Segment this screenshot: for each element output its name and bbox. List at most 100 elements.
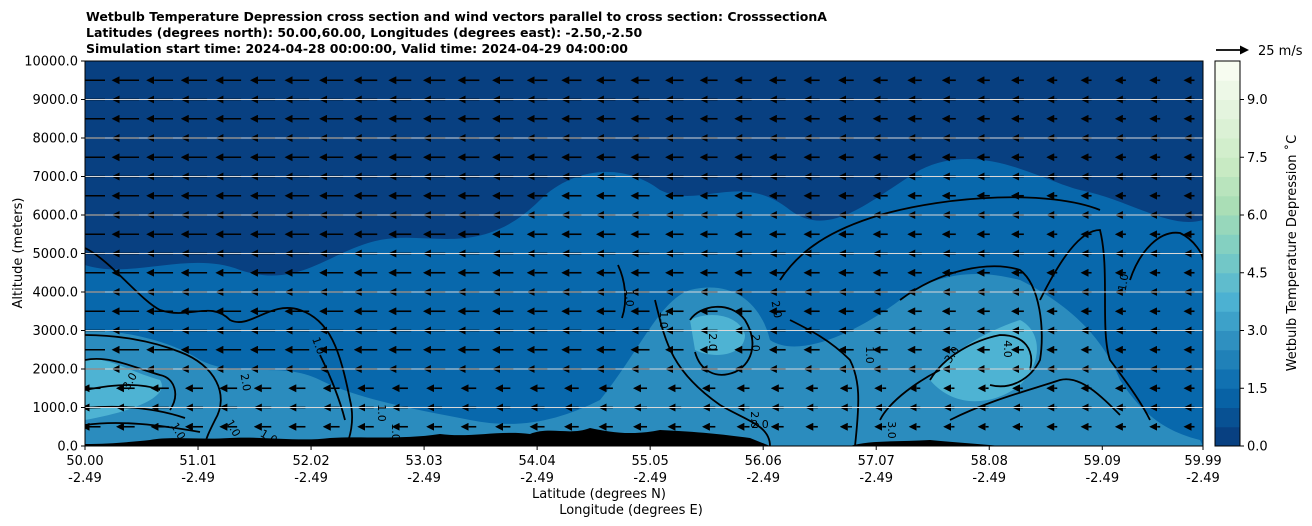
quiver-key-label: 25 m/s xyxy=(1258,44,1303,59)
x-tick-label-lat: 59.09 xyxy=(1084,454,1121,469)
colorbar-bin xyxy=(1215,388,1240,408)
contour-label: 1.0 xyxy=(657,311,670,329)
colorbar-tick-label: 6.0 xyxy=(1247,209,1268,224)
x-tick-label-lon: -2.49 xyxy=(407,471,441,486)
x-tick-label-lat: 50.00 xyxy=(66,454,103,469)
y-gridlines xyxy=(85,99,1203,408)
y-tick-label: 4000.0 xyxy=(33,286,79,301)
y-tick-label: 1000.0 xyxy=(33,401,79,416)
colorbar-bin xyxy=(1215,138,1240,158)
contour-line xyxy=(617,264,627,319)
y-tick-label: 3000.0 xyxy=(33,324,79,339)
contour-line xyxy=(689,305,754,376)
colorbar-bin xyxy=(1215,292,1240,312)
x-tick-label-lon: -2.49 xyxy=(859,471,893,486)
plot-area: 3.0 2.01.01.01.01.01.01.02.0 2.02.01.0 3.0 4… xyxy=(84,60,1204,447)
colorbar-bin xyxy=(1215,407,1240,428)
x-tick-label-lat: 52.02 xyxy=(292,454,329,469)
x-tick-label-lon: -2.49 xyxy=(1085,471,1119,486)
y-axis-label: Altitude (meters) xyxy=(11,198,26,309)
contour-label: 1.0 xyxy=(863,346,876,364)
y-tick-label: 8000.0 xyxy=(33,132,79,147)
x-tick-label-lon: -2.49 xyxy=(633,471,667,486)
colorbar-bin xyxy=(1215,80,1240,100)
colorbar-bin xyxy=(1215,272,1240,293)
colorbar-bin xyxy=(1215,99,1240,120)
contour-label: 2.0 xyxy=(748,411,761,429)
y-tick-label: 2000.0 xyxy=(33,363,79,378)
contour-label: 1.0 xyxy=(389,423,402,441)
contour-label: 4.0 xyxy=(1001,340,1014,358)
x-tick-label-lon: -2.49 xyxy=(520,471,554,486)
colorbar-bin xyxy=(1215,349,1240,370)
quiver-key: 25 m/s xyxy=(1216,44,1303,59)
terrain-silhouette xyxy=(85,428,1000,446)
contour-line xyxy=(1129,231,1203,281)
colorbar-bin xyxy=(1215,253,1240,274)
y-tick-label: 6000.0 xyxy=(33,209,79,224)
colorbar-frame xyxy=(1214,60,1241,447)
contour-label: 1.0 xyxy=(1116,273,1132,292)
contour-line xyxy=(879,369,941,421)
x-tick-label-lon: -2.49 xyxy=(972,471,1006,486)
title-line-3: Simulation start time: 2024-04-28 00:00:… xyxy=(86,41,628,56)
x-axis: 50.00 -2.49 51.01 -2.49 52.02 -2.49 53.03 -2.49… xyxy=(66,446,1222,486)
contour-label: 2.0 xyxy=(706,333,719,351)
contour-line xyxy=(85,358,177,411)
x-tick-label-lat: 59.99 xyxy=(1184,454,1221,469)
colorbar-bin xyxy=(1215,426,1240,447)
y-tick-label: 9000.0 xyxy=(33,93,79,108)
colorbar: 0.0 1.5 3.0 4.5 6.0 7.5 9.0 xyxy=(1214,60,1268,455)
contour-label: 1.0 xyxy=(309,335,327,356)
colorbar-bin xyxy=(1215,311,1240,331)
contour-label: 2.0 xyxy=(769,300,785,319)
filled-contour-level-3b xyxy=(930,320,1037,402)
colorbar-tick-label: 0.0 xyxy=(1247,440,1268,455)
contour-line xyxy=(85,334,222,446)
x-tick-label-lat: 56.06 xyxy=(745,454,782,469)
contour-line xyxy=(85,247,353,446)
x-tick-label-lon: -2.49 xyxy=(68,471,102,486)
contour-line xyxy=(899,265,1043,388)
colorbar-bin xyxy=(1215,176,1240,197)
y-tick-label: 5000.0 xyxy=(33,247,79,262)
colorbar-bin xyxy=(1215,215,1240,235)
contour-label: 1.0 xyxy=(375,404,388,422)
x-tick-label-lat: 57.07 xyxy=(858,454,895,469)
x-tick-label-lon: -2.49 xyxy=(1186,471,1220,486)
colorbar-label: Wetbulb Temperature Depression ˚C xyxy=(1284,135,1300,372)
contour-label: 2.0 xyxy=(749,334,762,352)
colorbar-bin xyxy=(1215,330,1240,351)
title-line-2: Latitudes (degrees north): 50.00,60.00, … xyxy=(86,25,643,40)
x-tick-label-lat: 55.05 xyxy=(632,454,669,469)
colorbar-bin xyxy=(1215,118,1240,139)
chart-title: Wetbulb Temperature Depression cross sec… xyxy=(86,9,827,57)
contour-line xyxy=(929,334,1033,381)
contour-label: 3.0 xyxy=(885,421,898,439)
contour-line xyxy=(1039,229,1151,421)
x-tick-label-lon: -2.49 xyxy=(181,471,215,486)
contour-line xyxy=(654,299,771,446)
colorbar-tick-label: 3.0 xyxy=(1247,324,1268,339)
x-axis-label-latitude: Latitude (degrees N) xyxy=(532,487,666,502)
x-tick-label-lat: 53.03 xyxy=(405,454,442,469)
y-tick-label: 10000.0 xyxy=(24,55,78,70)
y-axis: 0.0 1000.0 2000.0 3000.0 4000.0 5000.0 6000.0 7… xyxy=(24,55,85,455)
x-tick-label-lat: 51.01 xyxy=(179,454,216,469)
colorbar-bin xyxy=(1215,234,1240,254)
x-axis-label-longitude: Longitude (degrees E) xyxy=(559,503,703,518)
colorbar-tick-label: 9.0 xyxy=(1247,93,1268,108)
x-tick-label-lat: 54.04 xyxy=(519,454,556,469)
filled-contour-level-2 xyxy=(85,274,1203,446)
contour-label: 2.0 xyxy=(751,418,769,431)
colorbar-bin xyxy=(1215,369,1240,389)
title-line-1: Wetbulb Temperature Depression cross sec… xyxy=(86,9,827,24)
contour-label: 1.0 xyxy=(623,289,636,307)
x-tick-label-lon: -2.49 xyxy=(746,471,780,486)
colorbar-tick-label: 7.5 xyxy=(1247,151,1268,166)
x-tick-label-lon: -2.49 xyxy=(294,471,328,486)
colorbar-bin xyxy=(1215,157,1240,177)
colorbar-tick-label: 4.5 xyxy=(1247,266,1268,281)
x-tick-label-lat: 58.08 xyxy=(971,454,1008,469)
